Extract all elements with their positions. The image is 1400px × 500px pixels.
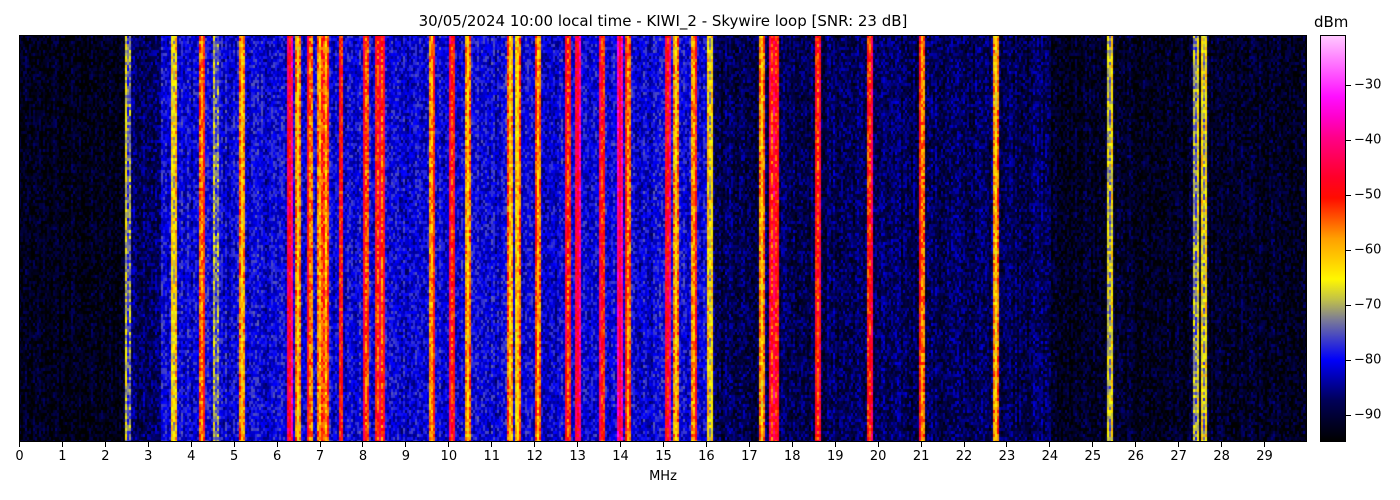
- x-tick: [276, 442, 278, 447]
- x-tick: [705, 442, 707, 447]
- x-tick: [1092, 442, 1094, 447]
- spectrogram-heatmap: [19, 35, 1307, 442]
- x-tick-label: 29: [1256, 449, 1273, 464]
- x-tick-label: 21: [912, 449, 930, 464]
- x-tick: [61, 442, 63, 447]
- x-tick-label: 9: [401, 449, 411, 464]
- colorbar-tick-label: −40: [1354, 132, 1382, 147]
- x-tick: [448, 442, 450, 447]
- x-tick: [963, 442, 965, 447]
- x-tick: [791, 442, 793, 447]
- x-tick: [1221, 442, 1223, 447]
- x-tick: [834, 442, 836, 447]
- colorbar-tick: [1346, 414, 1351, 416]
- x-axis-label: MHz: [649, 469, 677, 484]
- x-tick-label: 13: [569, 449, 586, 464]
- x-tick-label: 24: [1041, 449, 1059, 464]
- colorbar-tick-label: −80: [1354, 352, 1382, 367]
- x-tick-label: 7: [315, 449, 325, 464]
- x-tick-label: 2: [101, 449, 110, 464]
- x-tick-label: 28: [1213, 449, 1230, 464]
- x-tick: [190, 442, 192, 447]
- x-tick-label: 27: [1170, 449, 1187, 464]
- colorbar-label: dBm: [1314, 13, 1349, 31]
- colorbar-tick-label: −30: [1354, 77, 1382, 92]
- x-tick-label: 18: [784, 449, 801, 464]
- x-tick-label: 0: [15, 449, 24, 464]
- x-tick: [620, 442, 622, 447]
- x-tick: [362, 442, 364, 447]
- x-tick-label: 22: [955, 449, 973, 464]
- x-tick-label: 16: [698, 449, 715, 464]
- x-tick: [405, 442, 407, 447]
- x-tick: [491, 442, 493, 447]
- x-tick: [577, 442, 579, 447]
- colorbar-tick-label: −70: [1354, 297, 1382, 312]
- colorbar-tick-label: −50: [1354, 187, 1382, 202]
- colorbar-tick: [1346, 139, 1351, 141]
- x-tick: [920, 442, 922, 447]
- x-tick-label: 12: [526, 449, 543, 464]
- x-tick-label: 8: [358, 449, 368, 464]
- x-tick-label: 3: [144, 449, 153, 464]
- chart-title: 30/05/2024 10:00 local time - KIWI_2 - S…: [418, 12, 908, 30]
- colorbar-tick: [1346, 359, 1351, 361]
- x-tick: [534, 442, 536, 447]
- x-tick-label: 15: [655, 449, 672, 464]
- x-tick: [19, 442, 20, 447]
- colorbar-tick: [1346, 304, 1351, 306]
- x-tick: [1264, 442, 1266, 447]
- x-tick: [104, 442, 106, 447]
- x-tick: [1006, 442, 1008, 447]
- x-tick-label: 23: [998, 449, 1016, 464]
- x-tick-label: 11: [483, 449, 501, 464]
- x-tick: [319, 442, 321, 447]
- x-tick-label: 20: [869, 449, 887, 464]
- x-tick-label: 14: [612, 449, 629, 464]
- colorbar: [1320, 35, 1346, 442]
- colorbar-tick-label: −60: [1354, 242, 1382, 257]
- x-tick-label: 4: [187, 449, 196, 464]
- plot-frame: [19, 35, 1307, 442]
- x-tick-label: 6: [272, 449, 282, 464]
- x-tick-label: 17: [741, 449, 758, 464]
- x-tick: [1178, 442, 1180, 447]
- colorbar-tick: [1346, 249, 1351, 251]
- x-tick-label: 10: [440, 449, 458, 464]
- colorbar-tick: [1346, 84, 1351, 86]
- x-tick-label: 5: [230, 449, 239, 464]
- x-tick: [1049, 442, 1051, 447]
- x-tick-label: 26: [1127, 449, 1145, 464]
- x-tick: [663, 442, 664, 447]
- x-tick-label: 25: [1084, 449, 1102, 464]
- x-tick-label: 19: [826, 449, 844, 464]
- x-tick-label: 1: [58, 449, 67, 464]
- x-tick: [748, 442, 750, 447]
- colorbar-tick-label: −90: [1354, 407, 1382, 422]
- colorbar-tick: [1346, 194, 1351, 196]
- x-tick: [147, 442, 149, 447]
- x-tick: [233, 442, 235, 447]
- x-axis: 0 1 2 3 4 5 6 7 8 9 10 11 12 13 14 15 16 17 18 19 20 21 22 23 24…: [15, 442, 1307, 472]
- x-tick: [877, 442, 879, 447]
- x-tick: [1135, 442, 1137, 447]
